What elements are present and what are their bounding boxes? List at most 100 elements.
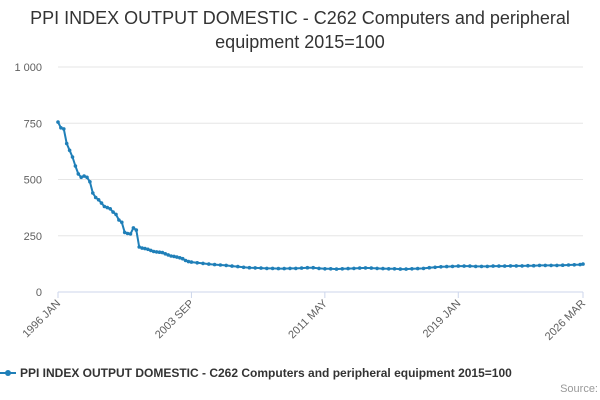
data-point[interactable] xyxy=(491,264,495,268)
data-point[interactable] xyxy=(543,263,548,268)
data-point[interactable] xyxy=(146,247,150,252)
data-point[interactable] xyxy=(64,141,69,146)
data-point[interactable] xyxy=(163,252,168,256)
data-point[interactable] xyxy=(340,267,345,271)
data-point[interactable] xyxy=(105,205,110,210)
data-point[interactable] xyxy=(282,266,287,271)
data-point[interactable] xyxy=(137,245,141,249)
data-point[interactable] xyxy=(183,258,188,263)
data-point[interactable] xyxy=(134,228,139,232)
data-point[interactable] xyxy=(166,253,170,257)
data-point[interactable] xyxy=(62,127,66,131)
series-line[interactable] xyxy=(57,121,584,271)
source-credit[interactable]: Source: xyxy=(560,383,598,395)
data-point[interactable] xyxy=(270,266,275,271)
data-point[interactable] xyxy=(363,266,368,270)
data-point[interactable] xyxy=(444,264,449,269)
data-point[interactable] xyxy=(473,264,478,269)
data-point[interactable] xyxy=(265,266,269,271)
data-point[interactable] xyxy=(392,267,397,271)
data-point[interactable] xyxy=(375,266,379,271)
data-point[interactable] xyxy=(76,172,81,176)
data-point[interactable] xyxy=(111,210,115,214)
data-point[interactable] xyxy=(67,148,72,153)
data-point[interactable] xyxy=(381,266,385,271)
data-point[interactable] xyxy=(433,265,437,270)
data-point[interactable] xyxy=(497,264,501,268)
data-point[interactable] xyxy=(456,264,461,268)
data-point[interactable] xyxy=(218,263,223,267)
data-point[interactable] xyxy=(415,266,420,271)
data-point[interactable] xyxy=(294,266,298,271)
data-point[interactable] xyxy=(154,250,159,254)
data-point[interactable] xyxy=(125,231,130,236)
data-point[interactable] xyxy=(59,126,63,130)
data-point[interactable] xyxy=(96,198,101,202)
data-point[interactable] xyxy=(369,266,374,270)
data-point[interactable] xyxy=(468,264,472,268)
data-point[interactable] xyxy=(189,260,194,264)
data-point[interactable] xyxy=(479,264,484,269)
data-point[interactable] xyxy=(299,266,304,270)
data-point[interactable] xyxy=(288,266,292,271)
data-point[interactable] xyxy=(276,266,281,271)
data-point[interactable] xyxy=(122,230,127,235)
data-point[interactable] xyxy=(346,266,350,271)
data-point[interactable] xyxy=(404,267,408,271)
data-point[interactable] xyxy=(120,220,124,225)
data-point[interactable] xyxy=(186,259,191,264)
data-point[interactable] xyxy=(410,267,414,271)
data-point[interactable] xyxy=(224,263,228,268)
data-point[interactable] xyxy=(323,267,327,271)
legend[interactable]: PPI INDEX OUTPUT DOMESTIC - C262 Compute… xyxy=(0,364,512,382)
data-point[interactable] xyxy=(230,264,234,268)
data-point[interactable] xyxy=(88,180,92,184)
data-point[interactable] xyxy=(439,265,443,269)
legend-label[interactable]: PPI INDEX OUTPUT DOMESTIC - C262 Compute… xyxy=(20,366,512,380)
data-point[interactable] xyxy=(131,226,136,230)
data-point[interactable] xyxy=(514,264,519,268)
data-point[interactable] xyxy=(581,262,585,266)
data-point[interactable] xyxy=(99,201,104,205)
data-point[interactable] xyxy=(73,164,78,168)
data-point[interactable] xyxy=(352,266,356,271)
data-point[interactable] xyxy=(334,267,339,271)
data-point[interactable] xyxy=(311,265,316,270)
data-point[interactable] xyxy=(140,246,144,250)
data-point[interactable] xyxy=(462,264,466,268)
data-point[interactable] xyxy=(143,246,147,251)
data-point[interactable] xyxy=(160,250,165,255)
data-point[interactable] xyxy=(128,232,133,236)
data-point[interactable] xyxy=(502,264,507,268)
data-point[interactable] xyxy=(253,266,257,270)
data-point[interactable] xyxy=(70,155,75,159)
data-point[interactable] xyxy=(421,266,426,271)
data-point[interactable] xyxy=(212,262,217,267)
data-point[interactable] xyxy=(566,263,571,267)
data-point[interactable] xyxy=(241,265,246,270)
data-point[interactable] xyxy=(102,204,107,209)
data-point[interactable] xyxy=(398,267,403,271)
data-point[interactable] xyxy=(175,255,179,259)
data-point[interactable] xyxy=(560,263,565,268)
data-point[interactable] xyxy=(117,218,121,222)
data-point[interactable] xyxy=(201,261,205,266)
data-point[interactable] xyxy=(172,254,176,259)
data-point[interactable] xyxy=(572,263,577,267)
data-point[interactable] xyxy=(247,265,252,270)
data-point[interactable] xyxy=(114,212,118,217)
data-point[interactable] xyxy=(195,261,199,265)
data-point[interactable] xyxy=(520,264,524,268)
data-point[interactable] xyxy=(450,264,455,269)
data-point[interactable] xyxy=(317,266,321,271)
data-point[interactable] xyxy=(85,175,89,180)
data-point[interactable] xyxy=(108,207,112,211)
data-point[interactable] xyxy=(151,249,156,254)
data-point[interactable] xyxy=(549,263,553,268)
data-point[interactable] xyxy=(537,263,542,268)
data-point[interactable] xyxy=(169,254,173,258)
series-layer[interactable] xyxy=(56,120,585,271)
data-point[interactable] xyxy=(149,248,153,253)
data-point[interactable] xyxy=(180,256,185,261)
data-point[interactable] xyxy=(508,264,513,268)
